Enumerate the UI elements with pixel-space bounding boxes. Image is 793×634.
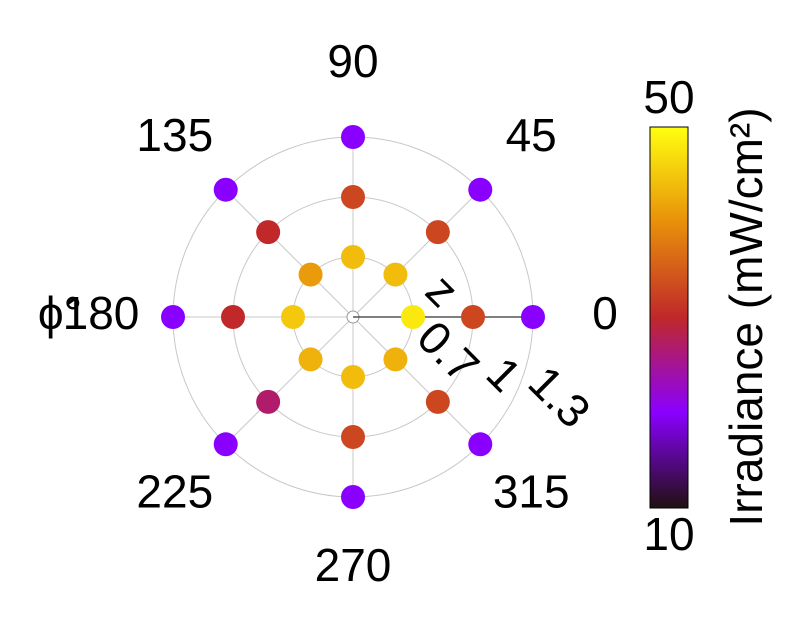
point [521, 305, 545, 329]
point [213, 432, 238, 457]
point [341, 425, 365, 449]
theta-grid-line [352, 316, 481, 445]
point [298, 347, 323, 372]
theta-tick-label: 90 [327, 35, 378, 87]
colorbar-tick-label: 10 [643, 508, 694, 560]
point [221, 305, 245, 329]
point [161, 305, 185, 329]
point [401, 305, 425, 329]
colorbar-tick-label: 50 [643, 71, 694, 123]
theta-tick-label: 225 [136, 465, 213, 517]
point [468, 432, 493, 457]
point [341, 125, 365, 149]
theta-grid-line [225, 189, 354, 318]
point [383, 347, 408, 372]
theta-tick-label: 180 [63, 287, 140, 339]
theta-tick-label: 45 [506, 109, 557, 161]
theta-grid-line [352, 189, 481, 318]
r-tick-label: 1.3 [519, 356, 601, 438]
point [341, 185, 365, 209]
theta-axis-label: ϕ° [38, 287, 82, 339]
r-axis-label: z [416, 264, 469, 317]
point [341, 365, 365, 389]
theta-tick-label: 0 [592, 287, 618, 339]
theta-grid-line [225, 316, 354, 445]
point [425, 389, 450, 414]
theta-tick-label: 135 [136, 109, 213, 161]
theta-tick-label: 315 [493, 465, 570, 517]
point [341, 245, 365, 269]
colorbar [649, 126, 689, 509]
point [256, 389, 281, 414]
colorbar-label: Irradiance (mW/cm²) [720, 107, 772, 526]
point [383, 262, 408, 287]
point [341, 485, 365, 509]
point [298, 262, 323, 287]
point [468, 177, 493, 202]
point [425, 220, 450, 245]
point [281, 305, 305, 329]
theta-tick-label: 270 [315, 539, 392, 591]
point [213, 177, 238, 202]
point [461, 305, 485, 329]
point [256, 220, 281, 245]
